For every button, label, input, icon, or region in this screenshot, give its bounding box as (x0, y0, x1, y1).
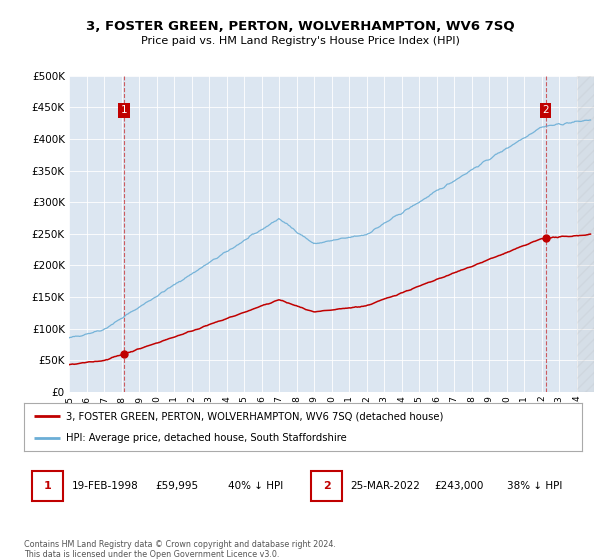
Text: 40% ↓ HPI: 40% ↓ HPI (227, 481, 283, 491)
Text: 1: 1 (44, 481, 52, 491)
Text: 2: 2 (542, 105, 549, 115)
Text: 38% ↓ HPI: 38% ↓ HPI (506, 481, 562, 491)
Text: Contains HM Land Registry data © Crown copyright and database right 2024.
This d: Contains HM Land Registry data © Crown c… (24, 540, 336, 559)
Text: £243,000: £243,000 (434, 481, 484, 491)
Text: 1: 1 (121, 105, 127, 115)
Bar (577, 76, 594, 392)
Text: Price paid vs. HM Land Registry's House Price Index (HPI): Price paid vs. HM Land Registry's House … (140, 36, 460, 46)
FancyBboxPatch shape (311, 470, 342, 501)
FancyBboxPatch shape (32, 470, 63, 501)
Text: HPI: Average price, detached house, South Staffordshire: HPI: Average price, detached house, Sout… (66, 433, 347, 443)
Text: 2: 2 (323, 481, 331, 491)
Text: 3, FOSTER GREEN, PERTON, WOLVERHAMPTON, WV6 7SQ: 3, FOSTER GREEN, PERTON, WOLVERHAMPTON, … (86, 20, 514, 32)
Text: 3, FOSTER GREEN, PERTON, WOLVERHAMPTON, WV6 7SQ (detached house): 3, FOSTER GREEN, PERTON, WOLVERHAMPTON, … (66, 411, 443, 421)
Text: 19-FEB-1998: 19-FEB-1998 (71, 481, 138, 491)
Text: 25-MAR-2022: 25-MAR-2022 (350, 481, 421, 491)
Text: £59,995: £59,995 (155, 481, 198, 491)
